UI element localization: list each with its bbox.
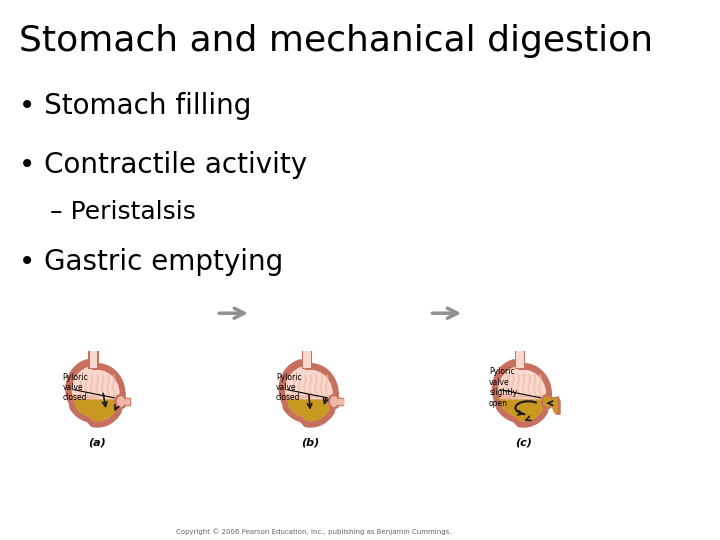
Polygon shape xyxy=(125,400,130,404)
Polygon shape xyxy=(72,393,120,421)
Polygon shape xyxy=(125,399,130,405)
Text: Stomach and mechanical digestion: Stomach and mechanical digestion xyxy=(19,24,653,58)
Text: (b): (b) xyxy=(301,437,320,448)
Text: • Stomach filling: • Stomach filling xyxy=(19,92,251,120)
Text: • Contractile activity: • Contractile activity xyxy=(19,151,307,179)
Polygon shape xyxy=(338,399,343,405)
Ellipse shape xyxy=(328,394,341,409)
Polygon shape xyxy=(89,352,99,369)
Ellipse shape xyxy=(543,396,552,407)
Polygon shape xyxy=(279,360,338,427)
Text: • Gastric emptying: • Gastric emptying xyxy=(19,248,283,276)
Polygon shape xyxy=(498,393,546,421)
Text: Pyloric
valve
closed: Pyloric valve closed xyxy=(276,373,302,402)
Polygon shape xyxy=(285,393,333,421)
Polygon shape xyxy=(552,399,557,413)
Polygon shape xyxy=(285,367,333,400)
Text: Copyright © 2006 Pearson Education, Inc., publishing as Benjamin Cummings.: Copyright © 2006 Pearson Education, Inc.… xyxy=(176,528,451,535)
Ellipse shape xyxy=(330,396,338,407)
Ellipse shape xyxy=(117,396,125,407)
Polygon shape xyxy=(516,352,524,368)
Polygon shape xyxy=(66,360,125,427)
Text: Pyloric
valve
slightly
open: Pyloric valve slightly open xyxy=(489,367,517,408)
Polygon shape xyxy=(498,367,546,400)
Polygon shape xyxy=(303,352,310,368)
Ellipse shape xyxy=(114,394,127,409)
Text: (c): (c) xyxy=(516,437,532,448)
Polygon shape xyxy=(498,367,546,421)
Ellipse shape xyxy=(541,394,554,409)
Polygon shape xyxy=(72,367,120,421)
Polygon shape xyxy=(492,360,551,427)
Polygon shape xyxy=(338,400,343,404)
Text: – Peristalsis: – Peristalsis xyxy=(50,200,196,224)
Polygon shape xyxy=(302,352,312,369)
Polygon shape xyxy=(551,397,560,414)
Polygon shape xyxy=(515,352,525,369)
Polygon shape xyxy=(285,367,333,421)
Polygon shape xyxy=(72,367,120,400)
Polygon shape xyxy=(90,352,97,368)
Text: Pyloric
valve
closed: Pyloric valve closed xyxy=(63,373,89,402)
Text: (a): (a) xyxy=(89,437,106,448)
